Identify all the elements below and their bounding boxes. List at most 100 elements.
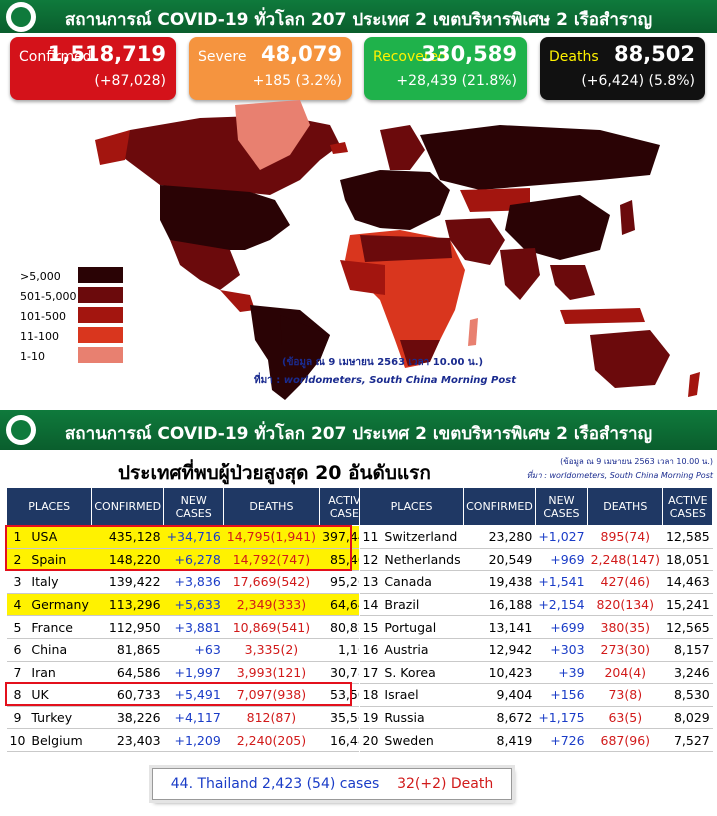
deaths-cell: 73(8) [587,683,663,707]
legend-swatch-3 [78,307,123,323]
table-row: 20 Sweden 8,419 +726 687(96) 7,527 [359,728,713,752]
confirmed-value: 1,518,719 [47,42,166,66]
table-row: 5 France 112,950 +3,881 10,869(541) 80,827 [6,615,377,639]
table-header-row: PLACES CONFIRMED NEW CASES DEATHS ACTIVE… [358,487,714,526]
table-row: 4 Germany 113,296 +5,633 2,349(333) 64,647 [6,593,377,617]
new-cases-cell: +5,633 [163,593,224,617]
deaths-cell: 812(87) [223,706,320,730]
new-cases-cell: +156 [535,683,588,707]
confirmed-change: (+87,028) [94,73,166,89]
page-title: สถานการณ์ COVID-19 ทั่วโลก 207 ประเทศ 2 … [64,10,653,30]
rank-cell: 3 [6,570,29,594]
confirmed-cell: 23,403 [91,728,164,752]
deaths-cell: 7,097(938) [223,683,320,707]
deaths-cell: 63(5) [587,706,663,730]
legend-swatch-5 [78,347,123,363]
rank-cell: 14 [359,593,382,617]
active-cell: 12,565 [662,615,713,639]
recovered-value: 330,589 [421,42,517,66]
table-row: 6 China 81,865 +63 3,335(2) 1,160 [6,638,377,662]
place-cell: Switzerland [381,525,464,549]
thailand-summary-box: 44. Thailand 2,423 (54) cases 32(+2) Dea… [152,768,512,800]
active-cell: 18,051 [662,548,713,572]
table-row: 12 Netherlands 20,549 +969 2,248(147) 18,051 [359,548,713,572]
world-map [95,100,700,400]
top20-source-note: ที่มา : worldometers, South China Mornin… [526,471,713,480]
place-cell: Russia [381,706,464,730]
severe-value: 48,079 [260,42,342,66]
new-cases-cell: +726 [535,728,588,752]
new-cases-cell: +1,997 [163,661,224,685]
deaths-cell: 17,669(542) [223,570,320,594]
map-russia [420,125,660,190]
col-active: ACTIVE CASES [662,487,714,526]
confirmed-cell: 113,296 [91,593,164,617]
deaths-cell: 3,993(121) [223,661,320,685]
map-se-asia [550,265,595,300]
new-cases-cell: +2,154 [535,593,588,617]
confirmed-cell: 81,865 [91,638,164,662]
active-cell: 8,157 [662,638,713,662]
new-cases-cell: +1,175 [535,706,588,730]
active-cell: 14,463 [662,570,713,594]
deaths-card: Deaths 88,502 (+6,424) (5.8%) [540,37,705,100]
recovered-change: +28,439 (21.8%) [396,73,517,89]
new-cases-cell: +1,027 [535,525,588,549]
table-row: 14 Brazil 16,188 +2,154 820(134) 15,241 [359,593,713,617]
legend-item-5: 1-10 [20,347,123,363]
table-header-band: สถานการณ์ COVID-19 ทั่วโลก 207 ประเทศ 2 … [0,410,717,450]
new-cases-cell: +3,836 [163,570,224,594]
confirmed-cell: 19,438 [463,570,536,594]
confirmed-cell: 139,422 [91,570,164,594]
legend-item-1: >5,000 [20,267,123,283]
confirmed-cell: 8,672 [463,706,536,730]
legend-item-2: 501-5,000 [20,287,123,303]
thailand-cases: 44. Thailand 2,423 (54) cases [170,776,380,792]
deaths-value: 88,502 [613,42,695,66]
severe-card: Severe 48,079 +185 (3.2%) [189,37,352,100]
legend-swatch-1 [78,267,123,283]
col-new-cases: NEW CASES [534,487,589,526]
deaths-cell: 273(30) [587,638,663,662]
col-new-cases: NEW CASES [163,487,225,526]
confirmed-cell: 435,128 [91,525,164,549]
severe-change: +185 (3.2%) [252,73,342,89]
place-cell: Turkey [28,706,92,730]
map-central-america [220,290,255,312]
deaths-cell: 895(74) [587,525,663,549]
confirmed-cell: 8,419 [463,728,536,752]
col-deaths: DEATHS [587,487,664,526]
deaths-cell: 820(134) [587,593,663,617]
place-cell: Sweden [381,728,464,752]
table-page-title: สถานการณ์ COVID-19 ทั่วโลก 207 ประเทศ 2 … [64,424,653,444]
map-india [500,248,540,300]
place-cell: Iran [28,661,92,685]
legend-item-4: 11-100 [20,327,123,343]
rank-cell: 13 [359,570,382,594]
highlight-box-top2 [5,525,352,571]
map-europe [340,170,450,230]
map-brazil [280,315,330,370]
rank-cell: 7 [6,661,29,685]
deaths-change: (+6,424) (5.8%) [581,73,695,89]
ministry-logo-icon [6,2,36,32]
highlight-box-uk [5,682,352,706]
new-cases-cell: +3,881 [163,615,224,639]
active-cell: 7,527 [662,728,713,752]
map-alaska [95,130,130,165]
deaths-cell: 380(35) [587,615,663,639]
col-places: PLACES [358,487,465,526]
table-row: 13 Canada 19,438 +1,541 427(46) 14,463 [359,570,713,594]
place-cell: China [28,638,92,662]
ministry-logo-icon-2 [6,415,36,445]
deaths-cell: 2,248(147) [587,548,663,572]
table-row: 8 UK 60,733 +5,491 7,097(938) 53,501 [6,683,377,707]
rank-cell: 6 [6,638,29,662]
map-mexico [170,240,240,290]
rank-cell: 12 [359,548,382,572]
active-cell: 15,241 [662,593,713,617]
legend-swatch-4 [78,327,123,343]
new-cases-cell: +63 [163,638,224,662]
deaths-label: Deaths [549,49,599,65]
confirmed-cell: 23,280 [463,525,536,549]
